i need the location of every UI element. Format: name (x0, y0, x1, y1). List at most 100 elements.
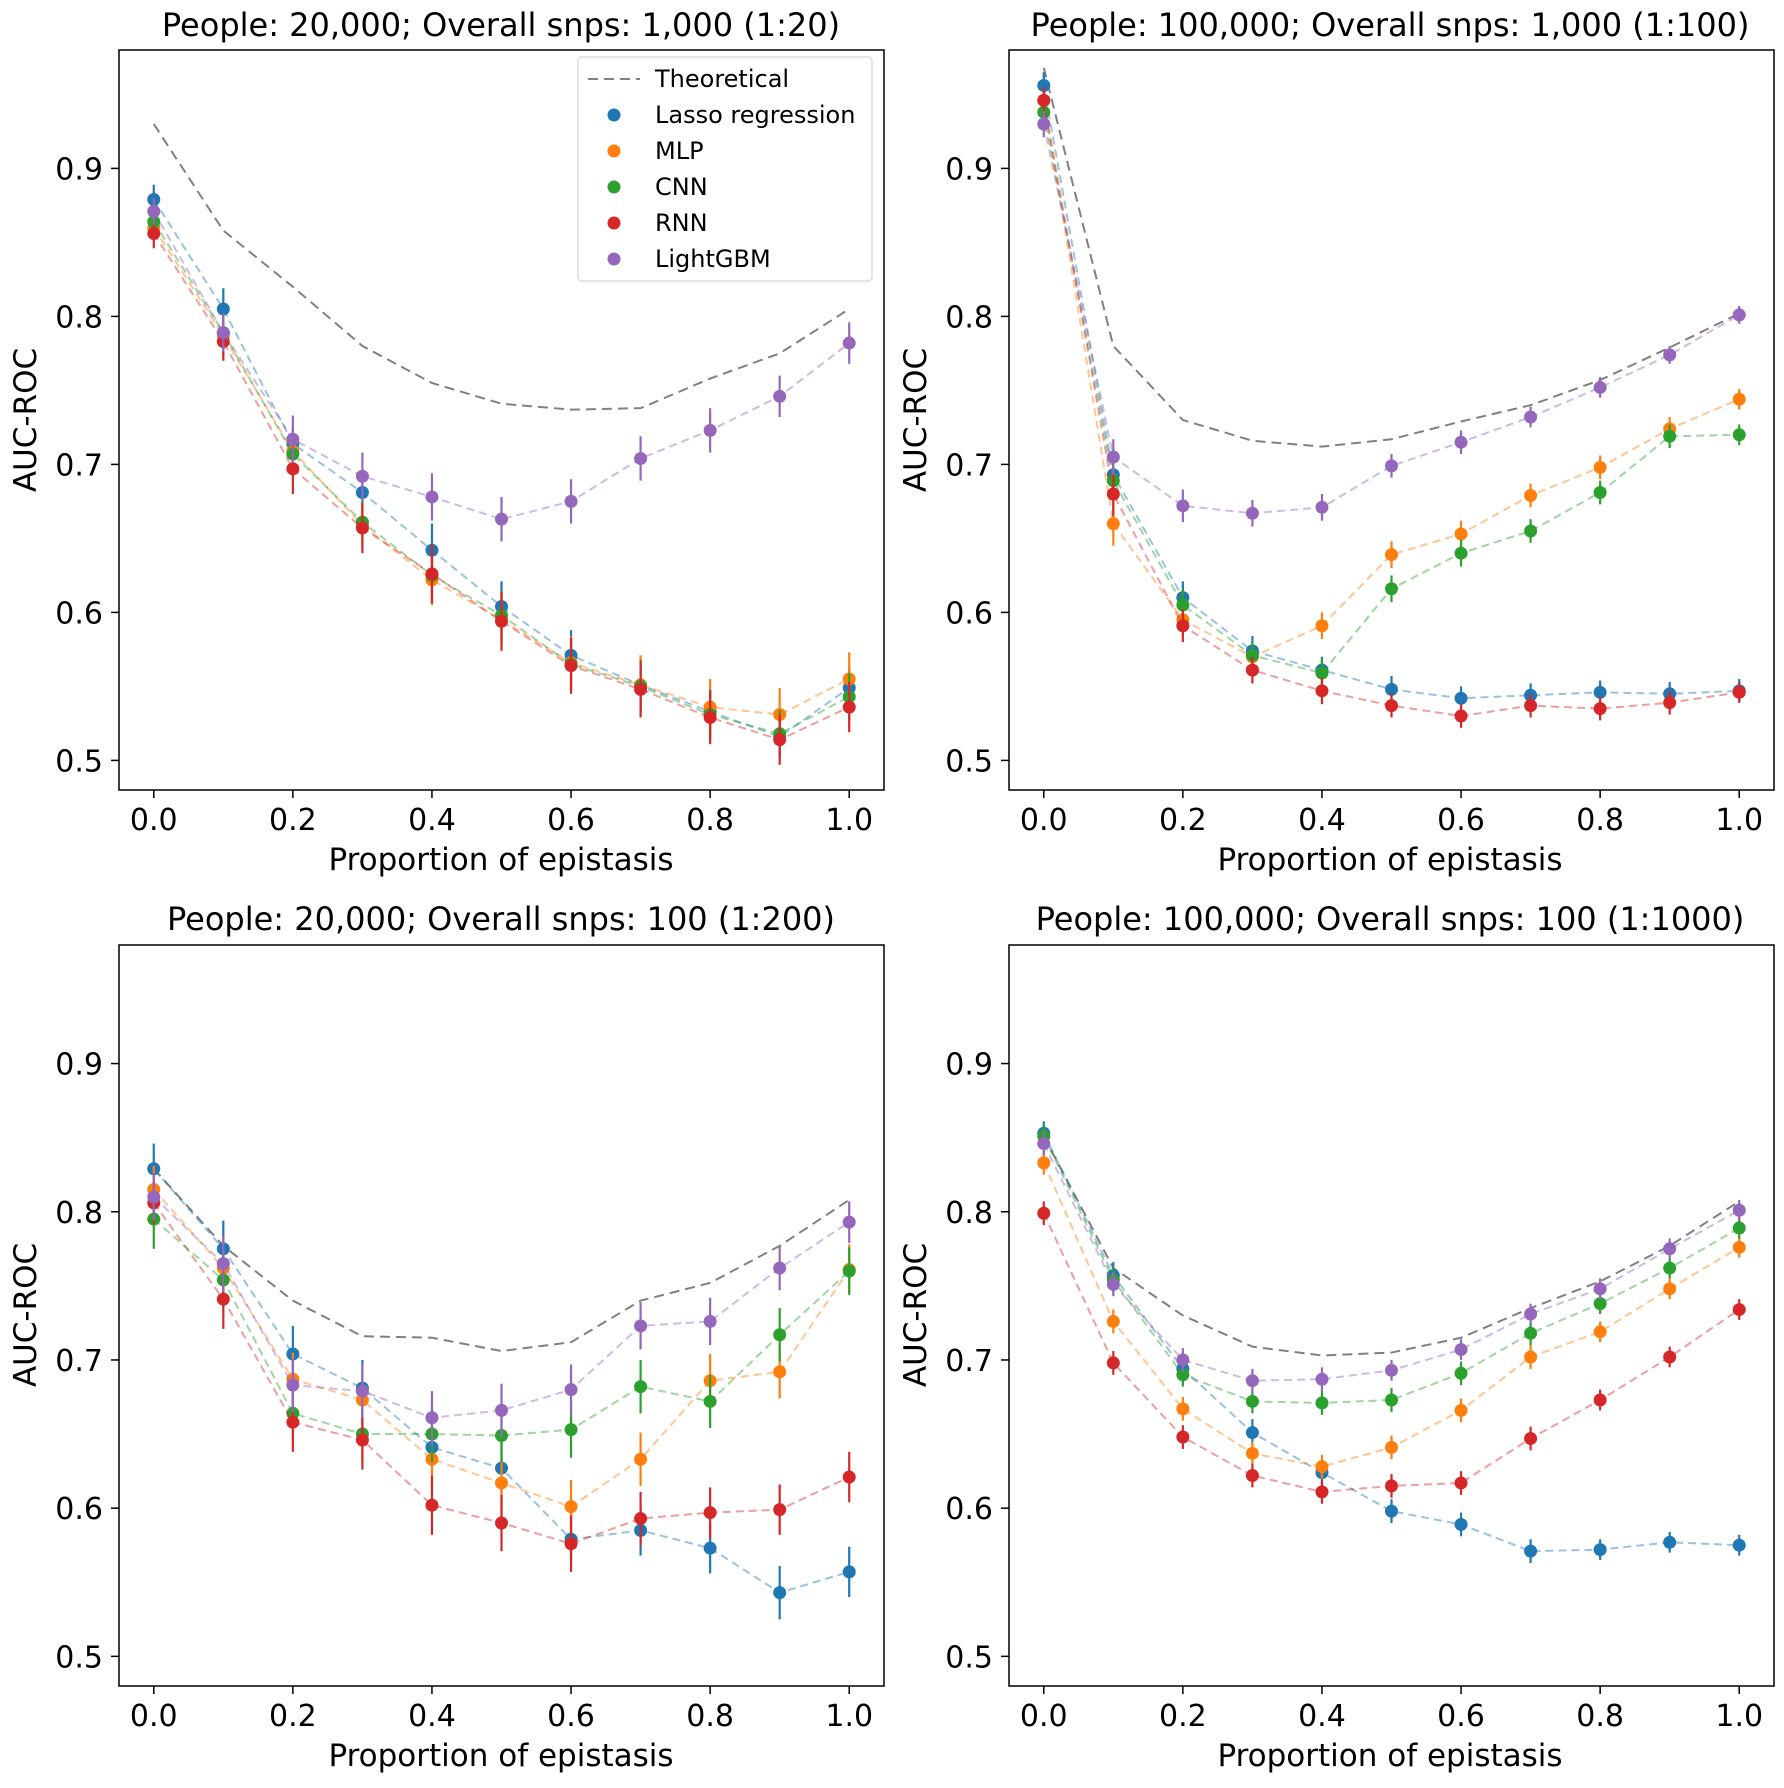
panel-2-cnn-point (1454, 546, 1468, 560)
panel-1-lightgbm-point (703, 423, 717, 437)
panel-1-rnn-point (425, 567, 439, 581)
panel-4-rnn-point (1732, 1303, 1746, 1317)
panel-4-mlp-point (1454, 1403, 1468, 1417)
legend-rnn-swatch (607, 216, 621, 230)
panel-4-rnn-point (1663, 1350, 1677, 1364)
panel-2-cnn-point (1385, 582, 1398, 596)
panel-1-plot: 0.0 0.2 0.4 0.6 0.8 1.0 0.5 0.6 0.7 0.8 0.9 (55, 49, 885, 838)
panel-3-lightgbm-point (495, 1403, 508, 1417)
panel-4-rnn-point (1524, 1432, 1538, 1446)
panel-1-rnn-point (773, 733, 787, 747)
panel-1-ylabel: AUC-ROC (8, 348, 44, 492)
panel-4-lasso-regression-point (1593, 1543, 1607, 1557)
panel-2-lightgbm-point (1454, 435, 1468, 449)
panel-2-xtick-label: 0.2 (1159, 803, 1207, 838)
legend-mlp-swatch (607, 144, 621, 158)
panel-2-axes-frame (1008, 49, 1775, 791)
panel-4-cnn-point (1593, 1297, 1607, 1311)
panel-1-ytick-label: 0.6 (55, 596, 103, 631)
panel-4-cnn-point (1176, 1368, 1190, 1382)
panel-2-lightgbm-point (1524, 410, 1538, 424)
panel-1-lightgbm-point (355, 469, 369, 483)
legend-frame (577, 56, 873, 282)
panel-2-mlp-point (1385, 548, 1398, 562)
panel-3-ytick-label: 0.6 (55, 1492, 103, 1527)
panel-4-mlp-point (1524, 1350, 1538, 1364)
panel-1-rnn-line (152, 232, 850, 741)
panel-4-lasso-regression-line (1042, 1132, 1740, 1553)
panel-1-axes-frame (118, 49, 885, 791)
panel-4-lightgbm-point (1106, 1277, 1120, 1291)
legend-cnn-swatch (607, 180, 621, 194)
panel-3-lasso-regression-point (703, 1541, 717, 1555)
panel-4-mlp-line (1042, 1162, 1740, 1468)
panel-2-xlabel: Proportion of epistasis (1217, 842, 1562, 878)
panel-2-xtick-label: 0.8 (1576, 803, 1624, 838)
panel-4-rnn-point (1315, 1485, 1329, 1499)
panel-1-rnn-point (703, 710, 717, 724)
panel-1-rnn-point (634, 682, 648, 696)
panel-3-rnn-point (634, 1512, 648, 1526)
panel-2-rnn-point (1385, 699, 1398, 713)
panel-4-lightgbm-point (1593, 1282, 1607, 1296)
panel-3-rnn-point (425, 1498, 439, 1512)
panel-3-lasso-regression-point (773, 1586, 787, 1600)
panel-2-ytick-label: 0.5 (945, 744, 993, 779)
panel-2-rnn-line (1042, 100, 1740, 718)
panel-3-cnn-point (634, 1380, 648, 1394)
panel-2-lightgbm-point (1176, 499, 1190, 513)
panel-4-lightgbm-point (1385, 1363, 1398, 1377)
panel-3-xtick-label: 0.8 (686, 1699, 734, 1734)
panel-2-lasso-regression-point (1593, 685, 1607, 699)
panel-4-cnn-point (1663, 1261, 1677, 1275)
panel-3-lightgbm-point (564, 1383, 578, 1397)
panel-4-lightgbm-point (1524, 1307, 1538, 1321)
panel-3-xtick-label: 0.0 (130, 1699, 178, 1734)
panel-1-ytick-label: 0.7 (55, 448, 103, 483)
panel-2-mlp-point (1593, 460, 1607, 474)
panel-4-ytick-label: 0.9 (945, 1048, 993, 1083)
panel-3-mlp-point (564, 1500, 578, 1514)
panel-4-cnn-point (1385, 1393, 1398, 1407)
panel-1-xlabel: Proportion of epistasis (328, 842, 673, 878)
panel-2-mlp-line (1042, 100, 1740, 658)
panel-2-rnn-point (1732, 685, 1746, 699)
panel-2-lightgbm-point (1245, 506, 1259, 520)
panel-3-xlabel: Proportion of epistasis (328, 1738, 673, 1774)
panel-2-ytick-label: 0.7 (945, 448, 993, 483)
panel-2-cnn-point (1245, 648, 1259, 662)
panel-1-cnn-line (152, 221, 850, 735)
panel-3-rnn-point (495, 1516, 508, 1530)
panel-2-ytick-label: 0.6 (945, 596, 993, 631)
panel-3-axes-frame (118, 944, 885, 1687)
panel-3-rnn-point (564, 1537, 578, 1551)
panel-3-lightgbm-point (147, 1190, 161, 1204)
panel-4-lightgbm-line (1042, 1143, 1740, 1382)
panel-2-theoretical-line (1042, 67, 1740, 448)
panel-2-rnn-point (1663, 696, 1677, 710)
panel-2-xtick-label: 0.6 (1437, 803, 1485, 838)
panel-3-lasso-regression-point (842, 1565, 856, 1579)
panel-4-rnn-point (1176, 1430, 1190, 1444)
panel-4-xtick-label: 0.6 (1437, 1699, 1485, 1734)
panel-1-ytick-label: 0.5 (55, 744, 103, 779)
panel-2-lasso-regression-line (1042, 85, 1740, 700)
panel-4-xlabel: Proportion of epistasis (1217, 1738, 1562, 1774)
panel-4-mlp-point (1106, 1314, 1120, 1328)
panel-4-lightgbm-point (1663, 1242, 1677, 1256)
panel-4-lasso-regression-point (1454, 1517, 1468, 1531)
panel-4-lasso-regression-point (1732, 1538, 1746, 1552)
panel-4-lasso-regression-point (1663, 1535, 1677, 1549)
panel-3-rnn-point (773, 1503, 787, 1517)
panel-4-cnn-point (1454, 1366, 1468, 1380)
panel-2-mlp-point (1454, 527, 1468, 541)
panel-4-mlp-point (1732, 1240, 1746, 1254)
panel-2-rnn-point (1593, 702, 1607, 716)
panel-3: People: 20,000; Overall snps: 100 (1:200… (8, 900, 885, 1774)
panel-1-lightgbm-point (842, 336, 856, 350)
panel-2-lightgbm-point (1385, 459, 1398, 473)
panel-4-mlp-point (1385, 1440, 1398, 1454)
panel-2-rnn-point (1037, 93, 1051, 107)
panel-3-title: People: 20,000; Overall snps: 100 (1:200… (167, 900, 835, 938)
